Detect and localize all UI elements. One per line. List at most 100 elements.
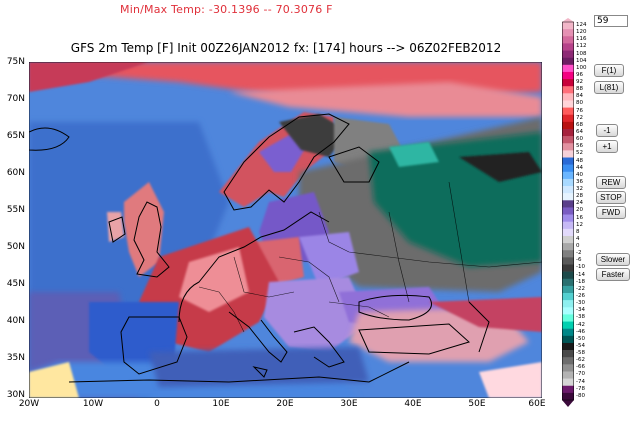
coastlines [29,113,490,383]
lon-label-20w: 20W [18,399,40,409]
colorbar-tick-label: 80 [576,100,583,107]
country-borders [198,181,542,333]
colorbar-swatch [562,264,574,272]
colorbar-tick-label: 84 [576,93,583,100]
colorbar-tick-label: -58 [576,350,585,357]
colorbar-swatch [562,114,574,123]
step-forward-button[interactable]: +1 [596,140,618,153]
colorbar-tick-label: 20 [576,207,583,214]
colorbar-tick-label: 32 [576,186,583,193]
colorbar-swatch [562,193,574,201]
colorbar-tick-label: 48 [576,157,583,164]
colorbar-swatch [562,357,574,365]
colorbar-swatch [562,136,574,144]
colorbar-tick-label: 120 [576,29,587,36]
colorbar-swatch [562,36,574,44]
colorbar-swatch [562,364,574,372]
colorbar-tick-label: 68 [576,121,583,128]
map-title: GFS 2m Temp [F] Init 00Z26JAN2012 fx: [1… [70,41,502,55]
colorbar-swatch [562,22,574,30]
colorbar-swatch [562,371,574,379]
colorbar-tick-label: 72 [576,114,583,121]
lat-label-60n: 60N [6,168,25,178]
colorbar-swatch [562,314,574,322]
colorbar-tick-label: -80 [576,392,585,399]
colorbar-swatch [562,350,574,358]
colorbar-tick-label: -14 [576,271,585,278]
colorbar-tick-label: -54 [576,342,585,349]
colorbar-tick-label: 52 [576,150,583,157]
frame-number-input[interactable] [594,15,628,27]
colorbar-tick-label: 12 [576,221,583,228]
colorbar-tick-label: 28 [576,193,583,200]
colorbar-swatch [562,200,574,208]
colorbar-tick-label: -74 [576,378,585,385]
lat-label-30n: 30N [6,390,25,400]
colorbar-swatch [562,71,574,80]
colorbar-tick-label: -78 [576,385,585,392]
colorbar-swatch [562,164,574,173]
colorbar-tick-label: 8 [576,228,580,235]
colorbar-tick-label: 112 [576,43,587,50]
colorbar-tick-label: 56 [576,143,583,150]
colorbar-tick-label: 16 [576,214,583,221]
colorbar-tick-label: 124 [576,22,587,28]
colorbar-tick-label: -50 [576,335,585,342]
colorbar-swatch [562,257,574,265]
colorbar-tick-label: 92 [576,79,583,86]
colorbar-swatch [562,79,574,87]
colorbar-tick-label: 44 [576,164,583,171]
colorbar-tick-label: -18 [576,278,585,285]
colorbar-swatch [562,335,574,344]
colorbar-swatch [562,143,574,151]
colorbar-swatch [562,228,574,237]
colorbar-tick-label: 116 [576,36,587,43]
lat-label-35n: 35N [6,353,25,363]
colorbar-tick-label: -2 [576,250,582,257]
lat-label-45n: 45N [6,279,25,289]
lat-label-75n: 75N [6,57,25,67]
lat-label-65n: 65N [6,131,25,141]
colorbar-swatch [562,378,574,387]
slower-button[interactable]: Slower [596,253,630,266]
faster-button[interactable]: Faster [596,268,630,281]
colorbar-swatch [562,300,574,308]
colorbar-tick-label: 108 [576,50,587,57]
lon-label-50e: 50E [468,399,486,409]
colorbar-swatch [562,171,574,180]
min-max-temp-readout: Min/Max Temp: -30.1396 -- 70.3076 F [120,3,333,16]
colorbar-swatch [562,328,574,337]
colorbar-tick-label: -46 [576,328,585,335]
first-frame-button[interactable]: F(1) [594,64,624,77]
forward-button[interactable]: FWD [596,206,626,219]
colorbar-outline [562,21,574,401]
colorbar-tick-label: 96 [576,71,583,78]
colorbar-swatch [562,243,574,251]
colorbar-swatch [562,150,574,158]
colorbar-top-arrow [562,18,574,22]
colorbar-swatch [562,235,574,244]
colorbar-swatch [562,128,574,137]
lon-label-60e: 60E [528,399,546,409]
lon-label-30e: 30E [340,399,358,409]
colorbar-swatch [562,186,574,194]
colorbar-tick-label: 40 [576,171,583,178]
colorbar-swatch [562,93,574,101]
colorbar-tick-label: -34 [576,307,585,314]
rewind-button[interactable]: REW [596,176,626,189]
colorbar-swatch [562,221,574,230]
lon-label-10e: 10E [212,399,230,409]
step-back-button[interactable]: -1 [596,124,618,137]
colorbar-swatch [562,57,574,66]
colorbar-tick-label: -70 [576,371,585,378]
colorbar-swatch [562,214,574,222]
stop-button[interactable]: STOP [596,191,626,204]
lat-label-55n: 55N [6,205,25,215]
temperature-field [29,62,542,398]
colorbar-tick-label: 36 [576,178,583,185]
colorbar-swatch [562,250,574,258]
last-frame-button[interactable]: L(81) [594,81,624,94]
colorbar-swatch [562,121,574,130]
colorbar-tick-label: -38 [576,314,585,321]
colorbar-swatch [562,293,574,301]
